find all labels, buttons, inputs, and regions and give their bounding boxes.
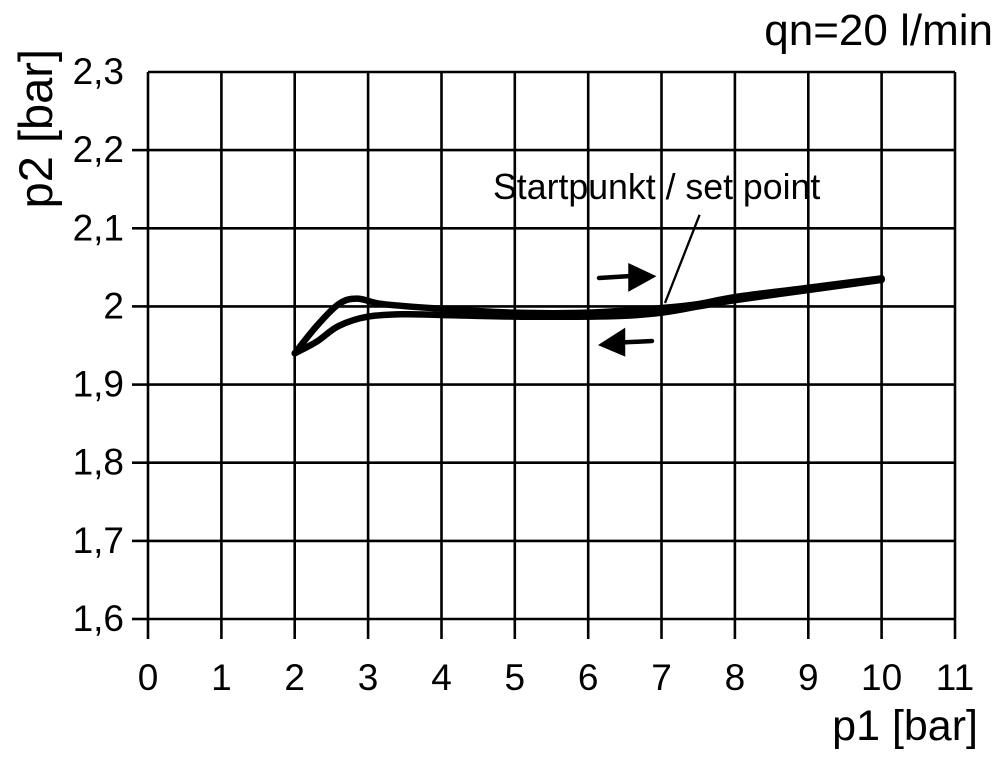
- svg-text:qn=20 l/min: qn=20 l/min: [764, 6, 993, 55]
- svg-text:3: 3: [358, 657, 379, 698]
- svg-text:1,7: 1,7: [73, 520, 124, 561]
- svg-text:8: 8: [725, 657, 746, 698]
- svg-text:2: 2: [103, 285, 124, 326]
- svg-text:10: 10: [861, 657, 902, 698]
- svg-text:p2 [bar]: p2 [bar]: [9, 49, 62, 208]
- svg-text:1,8: 1,8: [73, 442, 124, 483]
- svg-text:2: 2: [284, 657, 305, 698]
- svg-text:1,9: 1,9: [73, 364, 124, 405]
- svg-text:5: 5: [505, 657, 526, 698]
- svg-text:4: 4: [431, 657, 452, 698]
- svg-text:2,2: 2,2: [73, 129, 124, 170]
- svg-text:0: 0: [138, 657, 159, 698]
- svg-text:11: 11: [936, 657, 974, 698]
- svg-text:Startpunkt / set point: Startpunkt / set point: [493, 167, 820, 207]
- svg-text:1: 1: [211, 657, 232, 698]
- svg-text:p1 [bar]: p1 [bar]: [832, 702, 978, 750]
- svg-text:2,3: 2,3: [73, 51, 124, 92]
- svg-text:2,1: 2,1: [73, 207, 124, 248]
- svg-text:9: 9: [798, 657, 819, 698]
- svg-text:1,6: 1,6: [73, 598, 124, 639]
- svg-text:6: 6: [578, 657, 599, 698]
- svg-text:7: 7: [651, 657, 672, 698]
